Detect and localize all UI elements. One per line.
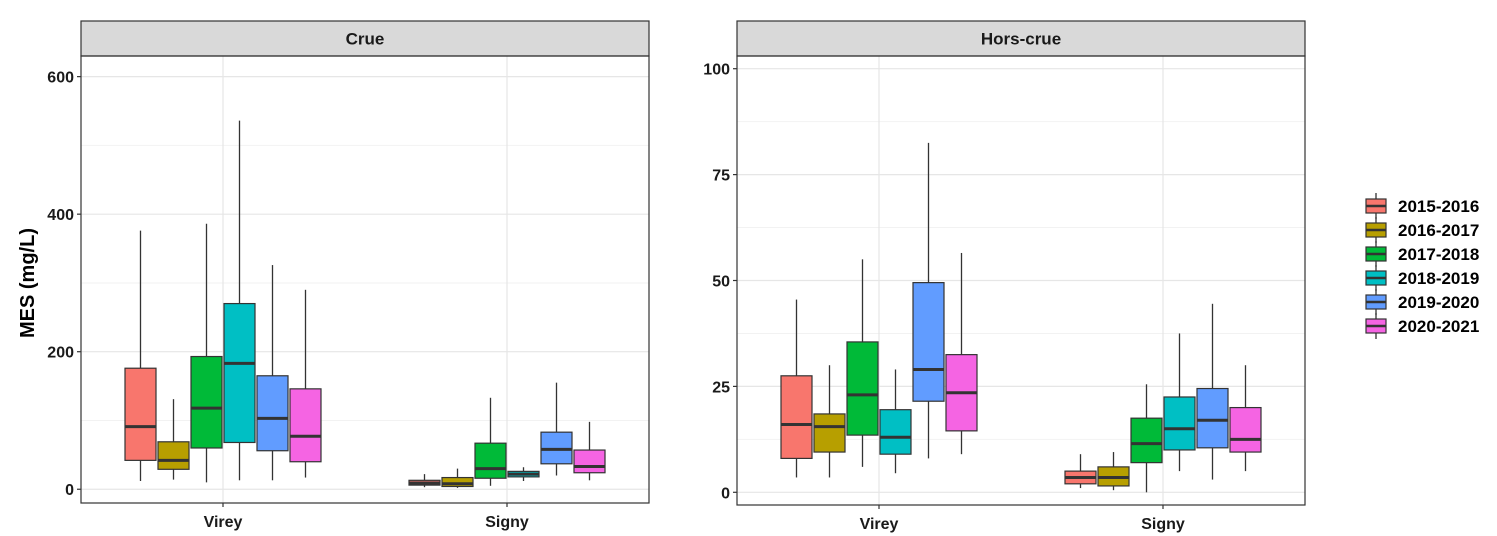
legend-item-2016-2017: 2016-2017 [1365, 217, 1479, 243]
box-signy-2018-2019 [1163, 333, 1196, 472]
facet-strip [736, 20, 1306, 57]
y-tick-label: 200 [47, 345, 74, 362]
x-tick-label: Virey [860, 516, 899, 533]
legend: 2015-2016 2016-2017 2017-2018 2018-2019 2019… [1365, 193, 1479, 339]
box-signy-2016-2017 [1097, 452, 1130, 491]
box-iqr [1130, 417, 1163, 464]
legend-item-2015-2016: 2015-2016 [1365, 193, 1479, 219]
box-iqr [157, 441, 190, 470]
box-signy-2020-2021 [1229, 365, 1262, 472]
panel-crue: Crue 0 200 400 600 Virey Signy [47, 20, 650, 531]
legend-label: 2017-2018 [1398, 245, 1479, 264]
legend-item-2018-2019: 2018-2019 [1365, 265, 1479, 291]
box-iqr [1229, 406, 1262, 453]
box-signy-2016-2017 [441, 468, 474, 488]
legend-label: 2019-2020 [1398, 293, 1479, 312]
y-tick-label: 25 [712, 379, 730, 396]
y-tick-label: 100 [703, 62, 730, 79]
y-axis-label: MES (mg/L) [17, 228, 39, 338]
box-iqr [441, 476, 474, 488]
legend-item-2017-2018: 2017-2018 [1365, 241, 1479, 267]
legend-label: 2015-2016 [1398, 197, 1479, 216]
box-virey-2015-2016 [124, 230, 157, 481]
box-iqr [124, 367, 157, 461]
box-signy-2019-2020 [1196, 303, 1229, 480]
box-iqr [573, 449, 606, 474]
y-tick-label: 600 [47, 70, 74, 87]
box-signy-2017-2018 [474, 397, 507, 486]
box-virey-2015-2016 [780, 299, 813, 478]
box-virey-2018-2019 [223, 120, 256, 481]
y-tick-label: 0 [721, 485, 730, 502]
facet-title: Crue [346, 30, 385, 49]
box-iqr [813, 413, 846, 453]
facet-panels: Crue 0 200 400 600 Virey Signy Hors-crue 0 25 50 75… [47, 20, 1306, 533]
x-tick-label: Signy [1141, 516, 1185, 533]
legend-label: 2016-2017 [1398, 221, 1479, 240]
box-signy-2018-2019 [507, 467, 540, 481]
x-tick-label: Virey [204, 514, 243, 531]
box-iqr [289, 388, 322, 463]
box-signy-2015-2016 [1064, 454, 1097, 489]
box-iqr [1163, 396, 1196, 451]
box-iqr [190, 355, 223, 449]
box-virey-2017-2018 [190, 223, 223, 483]
y-tick-label: 50 [712, 274, 730, 291]
box-virey-2019-2020 [256, 265, 289, 481]
panel-border [80, 55, 650, 504]
box-signy-2015-2016 [408, 474, 441, 488]
box-iqr [780, 375, 813, 460]
box-iqr [1196, 387, 1229, 449]
box-iqr [912, 282, 945, 402]
legend-label: 2020-2021 [1398, 317, 1479, 336]
plot-area [81, 56, 649, 503]
x-tick-label: Signy [485, 514, 529, 531]
y-tick-label: 400 [47, 207, 74, 224]
y-tick-label: 75 [712, 168, 730, 185]
box-virey-2017-2018 [846, 259, 879, 467]
box-signy-2020-2021 [573, 421, 606, 481]
box-iqr [474, 442, 507, 479]
box-virey-2019-2020 [912, 142, 945, 459]
legend-item-2019-2020: 2019-2020 [1365, 289, 1479, 315]
box-virey-2018-2019 [879, 369, 912, 474]
box-iqr [256, 375, 289, 452]
box-iqr [846, 341, 879, 436]
box-signy-2017-2018 [1130, 384, 1163, 493]
legend-item-2020-2021: 2020-2021 [1365, 313, 1479, 339]
legend-label: 2018-2019 [1398, 269, 1479, 288]
y-tick-label: 0 [65, 482, 74, 499]
box-signy-2019-2020 [540, 382, 573, 476]
panel-hors-crue: Hors-crue 0 25 50 75 100 Virey Signy [703, 20, 1306, 533]
box-virey-2016-2017 [157, 399, 190, 480]
box-virey-2020-2021 [945, 252, 978, 455]
facet-strip [80, 20, 650, 57]
box-virey-2016-2017 [813, 365, 846, 478]
box-iqr [879, 409, 912, 455]
box-virey-2020-2021 [289, 289, 322, 478]
facet-title: Hors-crue [981, 30, 1061, 49]
box-iqr [223, 302, 256, 444]
